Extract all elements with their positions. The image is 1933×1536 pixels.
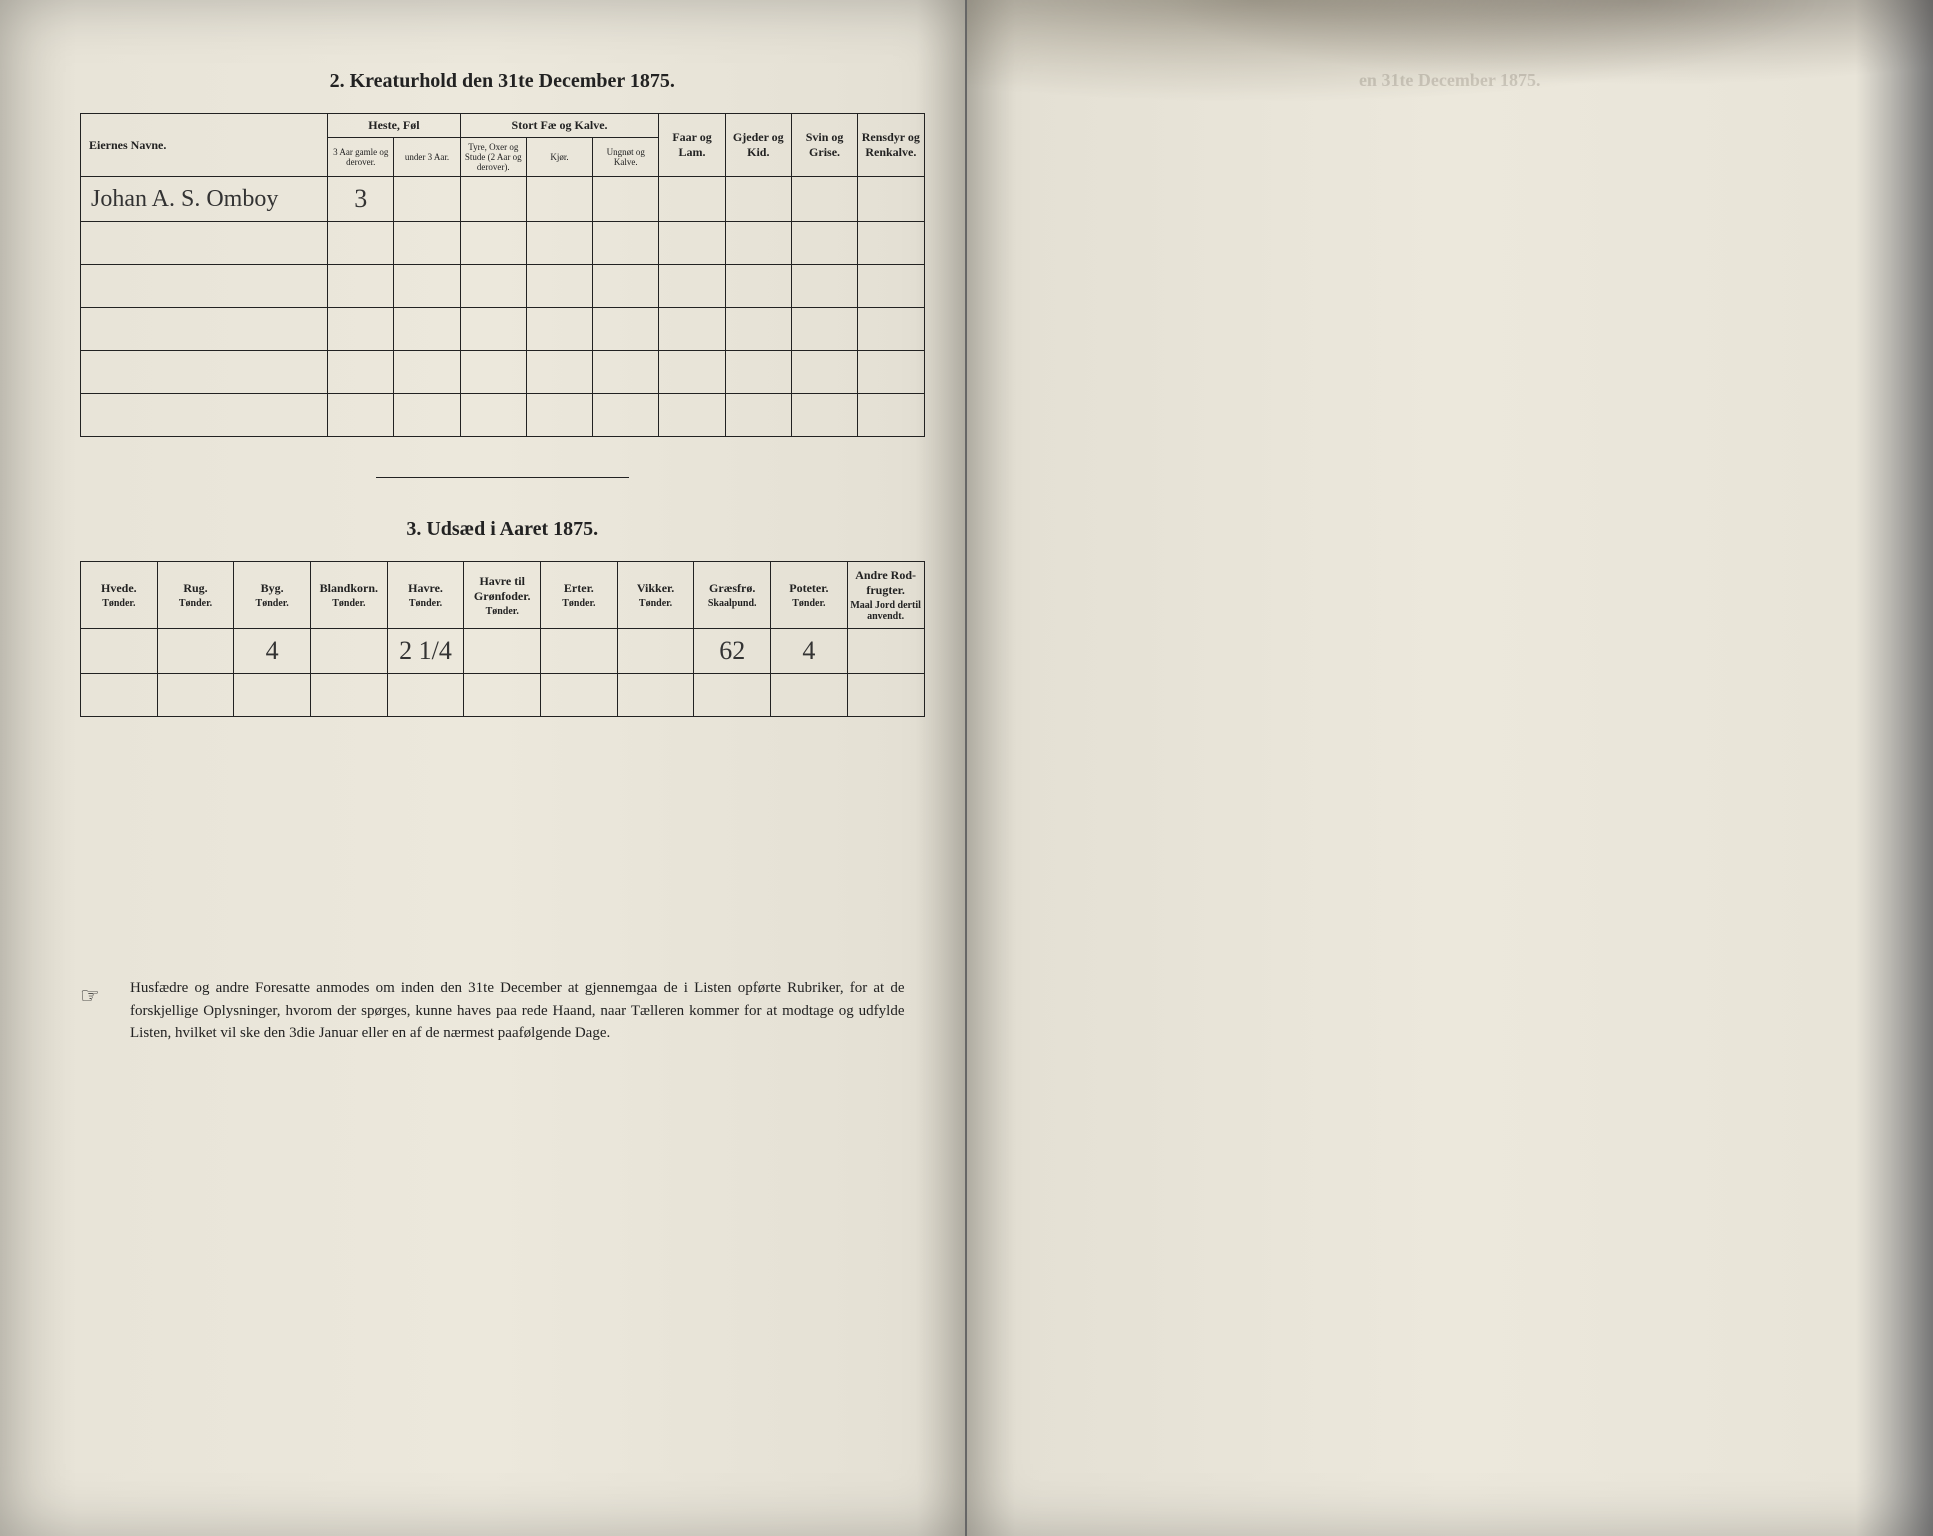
col-graesfro: Græsfrø.Skaalpund. <box>694 562 771 629</box>
table-row <box>81 394 925 437</box>
col-blandkorn: Blandkorn.Tønder. <box>311 562 388 629</box>
pointing-hand-icon: ☞ <box>80 979 100 1012</box>
col-andre: Andre Rod-frugter.Maal Jord dertil anven… <box>847 562 924 629</box>
col-svin: Svin og Grise. <box>791 114 857 177</box>
cell-poteter: 4 <box>771 629 848 674</box>
table-header-row: Eiernes Navne. Heste, Føl Stort Fæ og Ka… <box>81 114 925 138</box>
col-stort-sub3: Ungnøt og Kalve. <box>593 138 659 177</box>
col-hvede: Hvede.Tønder. <box>81 562 158 629</box>
table-row <box>81 674 925 717</box>
cell <box>157 629 234 674</box>
cell <box>858 177 924 222</box>
section-divider <box>376 477 629 478</box>
col-erter: Erter.Tønder. <box>541 562 618 629</box>
cell <box>460 177 526 222</box>
cell <box>394 177 460 222</box>
cell <box>541 629 618 674</box>
col-heste-sub1: 3 Aar gamle og derover. <box>328 138 394 177</box>
left-page: 2. Kreaturhold den 31te December 1875. E… <box>0 0 967 1536</box>
col-poteter: Poteter.Tønder. <box>771 562 848 629</box>
sowing-table: Hvede.Tønder. Rug.Tønder. Byg.Tønder. Bl… <box>80 561 925 717</box>
table-row <box>81 222 925 265</box>
col-owner: Eiernes Navne. <box>81 114 328 177</box>
cell <box>593 177 659 222</box>
cell <box>617 629 694 674</box>
cell-heste1: 3 <box>328 177 394 222</box>
col-havre-gron: Havre til Grønfoder.Tønder. <box>464 562 541 629</box>
cell <box>464 629 541 674</box>
col-heste-sub2: under 3 Aar. <box>394 138 460 177</box>
right-page: en 31te December 1875. <box>967 0 1933 1536</box>
cell-byg: 4 <box>234 629 311 674</box>
table-row: Johan A. S. Omboy 3 <box>81 177 925 222</box>
cell <box>659 177 725 222</box>
col-stort-sub1: Tyre, Oxer og Stude (2 Aar og derover). <box>460 138 526 177</box>
cell-graesfro: 62 <box>694 629 771 674</box>
cell <box>526 177 592 222</box>
table-header-row: Hvede.Tønder. Rug.Tønder. Byg.Tønder. Bl… <box>81 562 925 629</box>
cell <box>725 177 791 222</box>
bleed-through-text: en 31te December 1875. <box>967 70 1933 91</box>
col-ren: Rensdyr og Renkalve. <box>858 114 924 177</box>
table-row <box>81 351 925 394</box>
cell <box>791 177 857 222</box>
col-havre: Havre.Tønder. <box>387 562 464 629</box>
cell-havre: 2 1/4 <box>387 629 464 674</box>
col-vikker: Vikker.Tønder. <box>617 562 694 629</box>
book-spread: 2. Kreaturhold den 31te December 1875. E… <box>0 0 1933 1536</box>
cell-owner: Johan A. S. Omboy <box>81 177 328 222</box>
cell <box>81 629 158 674</box>
table2-title: 3. Udsæd i Aaret 1875. <box>80 518 925 541</box>
col-rug: Rug.Tønder. <box>157 562 234 629</box>
col-heste: Heste, Føl <box>328 114 461 138</box>
table-row: 4 2 1/4 62 4 <box>81 629 925 674</box>
table-row <box>81 265 925 308</box>
col-faar: Faar og Lam. <box>659 114 725 177</box>
col-gjeder: Gjeder og Kid. <box>725 114 791 177</box>
cell <box>847 629 924 674</box>
col-stort: Stort Fæ og Kalve. <box>460 114 659 138</box>
table-row <box>81 308 925 351</box>
table1-title: 2. Kreaturhold den 31te December 1875. <box>80 70 925 93</box>
col-stort-sub2: Kjør. <box>526 138 592 177</box>
footer-note: ☞ Husfædre og andre Foresatte anmodes om… <box>80 977 925 1045</box>
livestock-table: Eiernes Navne. Heste, Føl Stort Fæ og Ka… <box>80 113 925 437</box>
col-byg: Byg.Tønder. <box>234 562 311 629</box>
cell <box>311 629 388 674</box>
footer-text: Husfædre og andre Foresatte anmodes om i… <box>130 980 905 1041</box>
